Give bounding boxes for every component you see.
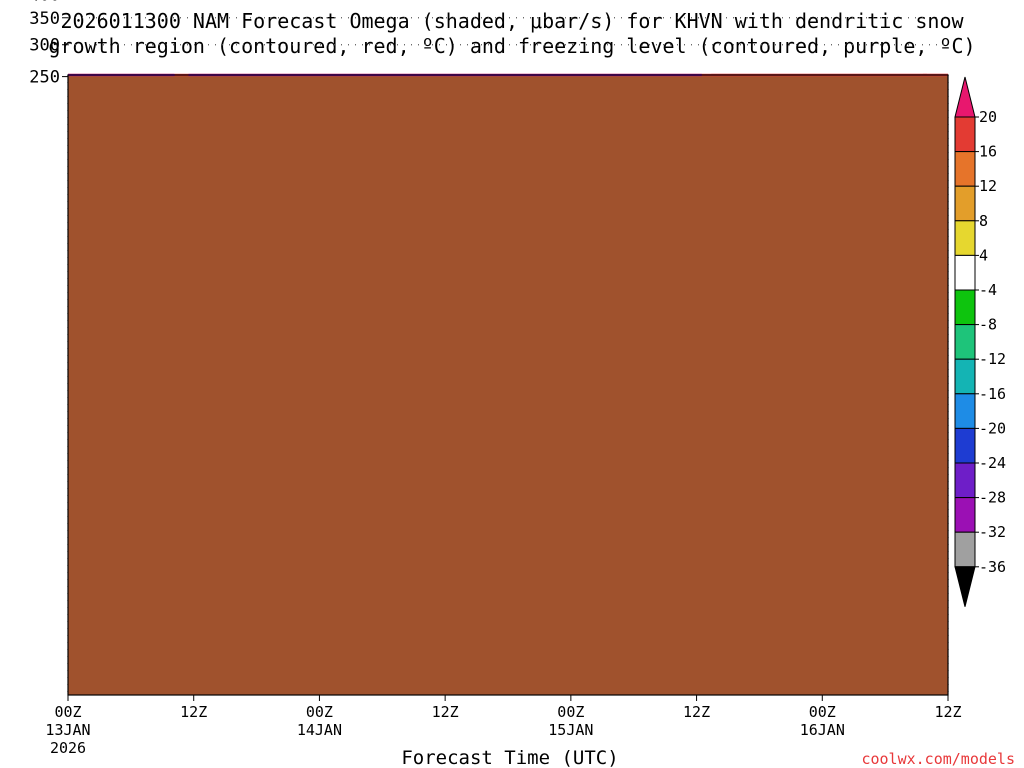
- x-axis-label: Forecast Time (UTC): [401, 747, 618, 768]
- colorbar-bin-8: [954, 358, 976, 395]
- colorbar-bin-12: [954, 497, 976, 533]
- x-tick-date-0: 13JAN: [45, 721, 90, 739]
- colorbar-bin-4: [954, 220, 976, 256]
- colorbar-bin-6: [954, 289, 976, 326]
- x-tick-4: 00Z: [557, 703, 584, 721]
- colorbar-label-5: -4: [979, 281, 997, 299]
- colorbar-label-1: 16: [979, 143, 997, 161]
- colorbar-bin-2: [954, 151, 976, 187]
- credit-text[interactable]: coolwx.com/models: [861, 750, 1015, 768]
- colorbar-label-12: -32: [979, 523, 1006, 541]
- x-tick-date-4: 15JAN: [548, 721, 593, 739]
- colorbar-label-11: -28: [979, 489, 1006, 507]
- colorbar-cap-bottom: [954, 566, 976, 607]
- x-tick-7: 12Z: [934, 703, 961, 721]
- colorbar-label-2: 12: [979, 177, 997, 195]
- y-tick-350: 350: [29, 9, 60, 29]
- colorbar-label-9: -20: [979, 419, 1006, 437]
- colorbar-label-3: 8: [979, 212, 988, 230]
- colorbar: 20 16 12 8 4 -4 -8 -12 -16 -20 -24 -28 -32 -36: [954, 76, 1006, 607]
- chart-title-line2: growth region (contoured, red, ºC) and f…: [48, 34, 975, 58]
- y-tick-300: 300: [29, 36, 60, 56]
- chart-title-line1: 2026011300 NAM Forecast Omega (shaded, μ…: [60, 9, 964, 33]
- colorbar-label-6: -8: [979, 316, 997, 334]
- x-tick-5: 12Z: [683, 703, 710, 721]
- colorbar-bin-3: [954, 185, 976, 222]
- colorbar-cap-top: [954, 76, 976, 118]
- colorbar-label-10: -24: [979, 454, 1006, 472]
- colorbar-bin-9: [954, 393, 976, 429]
- x-tick-0: 00Z: [54, 703, 81, 721]
- colorbar-bin-11: [954, 462, 976, 499]
- colorbar-label-0: 20: [979, 108, 997, 126]
- x-tick-6: 00Z: [809, 703, 836, 721]
- colorbar-bin-10: [954, 427, 976, 464]
- x-tick-date-6: 16JAN: [800, 721, 845, 739]
- colorbar-bin-7: [954, 324, 976, 360]
- colorbar-label-4: 4: [979, 246, 988, 264]
- plot-frame: [67, 74, 949, 696]
- x-tick-date-2: 14JAN: [297, 721, 342, 739]
- y-tick-400: 400: [29, 0, 60, 5]
- x-tick-1: 12Z: [180, 703, 207, 721]
- colorbar-bin-13: [954, 531, 976, 568]
- x-tick-2: 00Z: [306, 703, 333, 721]
- colorbar-label-13: -36: [979, 558, 1006, 576]
- terrain-ground: [68, 75, 948, 695]
- colorbar-label-7: -12: [979, 350, 1006, 368]
- y-tick-250: 250: [29, 68, 60, 88]
- colorbar-bin-1: [954, 116, 976, 153]
- colorbar-label-8: -16: [979, 385, 1006, 403]
- plot-area: -18-12-12-12-18-18-12-12-1800: [67, 17, 949, 696]
- colorbar-bin-5: [954, 254, 976, 291]
- x-tick-year-0: 2026: [50, 739, 86, 757]
- x-tick-3: 12Z: [432, 703, 459, 721]
